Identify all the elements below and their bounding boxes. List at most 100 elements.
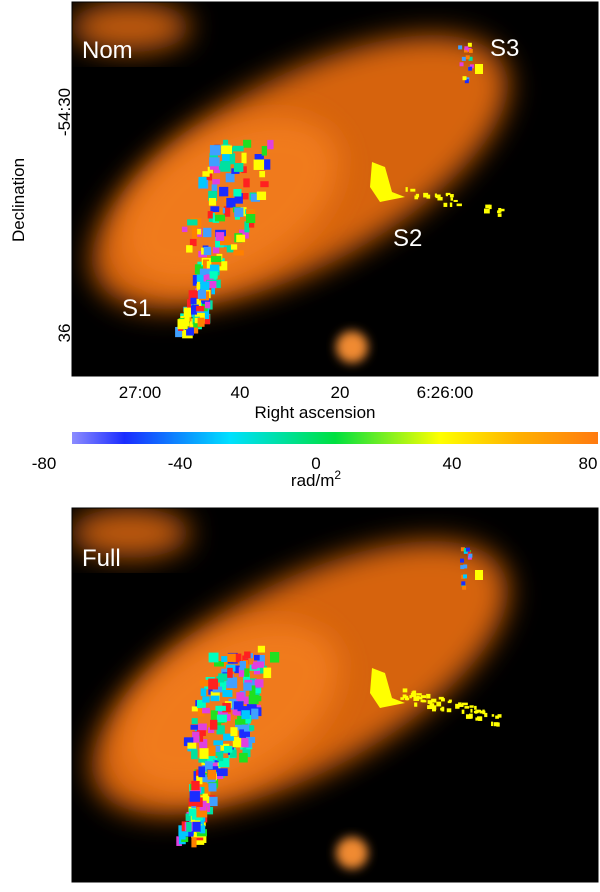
rm-patch [199,297,211,304]
rm-patch [458,704,464,708]
rm-patch [208,190,217,201]
rm-patch [233,189,242,197]
rm-patch [197,699,206,709]
rm-patch [468,56,473,61]
rm-patch [232,145,244,152]
rm-patch [235,721,246,731]
rm-patch [445,193,448,197]
rm-patch [431,698,437,703]
rm-patch [187,737,197,749]
rm-patch [197,317,205,327]
rm-patch [474,705,477,710]
rm-patch [197,289,207,299]
panel-label: Nom [82,37,133,64]
rm-patch [491,721,494,727]
rm-patch [254,154,264,162]
rm-patch [214,746,221,753]
rm-patch [475,570,483,580]
rm-patch [409,695,412,699]
rm-patch [461,709,465,714]
rm-patch [497,714,502,718]
rm-patch [177,319,188,330]
rm-patch [199,679,211,687]
rm-patch [477,716,482,721]
rm-patch [214,208,223,217]
rm-patch [175,327,182,338]
rm-patch [254,679,264,688]
rm-patch [233,701,244,712]
rm-patch [230,727,238,737]
rm-patch [198,723,207,731]
x-tick-label: 27:00 [119,383,162,402]
rm-patch [192,821,201,832]
rm-patch [237,715,248,725]
x-axis-label: Right ascension [255,403,376,422]
rm-patch [469,64,474,69]
rm-patch [253,661,265,668]
rm-patch [196,283,202,289]
panel-image [72,2,598,376]
rm-patch [243,682,252,691]
rm-patch [241,166,247,174]
rm-patch [435,194,441,199]
rm-patch [241,710,250,720]
rm-patch [230,244,238,250]
rm-patch [200,688,207,697]
rm-patch [196,274,204,282]
rm-patch [461,581,466,586]
colorbar [72,432,598,444]
rm-patch [484,712,488,718]
rm-region [370,162,405,202]
rm-patch [216,725,225,735]
rm-patch [222,153,231,162]
rm-patch [196,806,208,818]
rm-patch [203,757,214,764]
source-label: S1 [122,295,151,322]
rm-patch [180,831,186,840]
rm-patch [426,693,431,699]
rm-patch [206,261,212,272]
rm-patch [218,673,228,681]
rm-patch [239,729,250,738]
rm-patch [210,206,220,213]
rm-patch [209,766,219,772]
rm-patch [210,710,218,721]
rm-patch [483,208,490,214]
rm-patch [420,695,427,699]
rm-patch [248,695,259,705]
rm-patch [215,237,224,248]
rm-patch [217,768,228,777]
rm-patch [470,708,473,713]
colorbar-tick-label: 40 [443,454,462,473]
rm-patch [462,574,467,579]
rm-patch [193,322,202,328]
rm-patch [453,199,458,202]
rm-patch [462,585,467,590]
rm-patch [241,152,247,164]
rm-patch [202,171,210,177]
rm-patch [238,667,245,677]
rm-patch [190,724,198,730]
rm-patch [223,193,232,203]
rm-patch [208,727,215,734]
rm-patch [402,688,408,693]
rm-patch [217,751,224,762]
rm-patch [422,700,427,703]
panel-frame [71,507,599,883]
rm-patch [189,238,197,247]
rm-patch [199,825,206,834]
rm-patch [465,55,470,60]
diffuse-emission [72,2,190,52]
rm-patch [405,187,408,192]
rm-patch [215,163,225,170]
colorbar-tick-label: -40 [168,454,193,473]
rm-patch [259,171,266,178]
rm-patch [449,194,454,198]
x-tick-label: 6:26:00 [417,383,474,402]
rm-patch [207,166,213,174]
rm-patch [226,244,235,253]
rm-patch [228,698,239,710]
rm-patch [261,146,267,156]
rm-patch [226,685,234,692]
rm-patch [219,681,230,693]
